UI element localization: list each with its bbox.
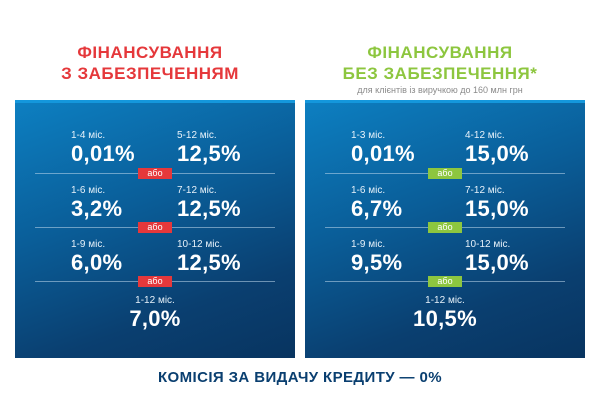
rate-value: 0,01% [351,141,415,166]
rate-cell: 1-9 міс. 6,0% [71,239,122,275]
rate-cell: 1-9 міс. 9,5% [351,239,402,275]
term-label: 10-12 міс. [465,239,511,250]
rate-value: 6,0% [71,250,123,275]
single-rate-cell: 1-12 міс. 10,5% [305,295,585,331]
rate-value: 6,7% [351,196,403,221]
rate-cell: 1-4 міс. 0,01% [71,130,135,166]
or-badge: або [428,168,462,179]
secured-title-line2: З ЗАБЕЗПЕЧЕННЯМ [61,64,239,83]
rate-value: 0,01% [71,141,135,166]
rate-value: 12,5% [177,196,241,221]
term-label: 4-12 міс. [465,130,505,141]
or-badge: або [138,222,172,233]
term-label: 1-12 міс. [135,295,175,306]
rate-cell: 7-12 міс. 12,5% [177,185,241,221]
rate-value: 15,0% [465,141,529,166]
term-label: 10-12 міс. [177,239,223,250]
rate-cell: 10-12 міс. 15,0% [465,239,529,275]
term-label: 1-3 міс. [351,130,386,141]
secured-rates-panel: 1-4 міс. 0,01% 5-12 міс. 12,5% або 1-6 м… [15,100,295,358]
secured-title-line1: ФІНАНСУВАННЯ [77,43,223,62]
single-rate-cell: 1-12 міс. 7,0% [15,295,295,331]
rate-value: 9,5% [351,250,403,275]
commission-footer: КОМІСІЯ ЗА ВИДАЧУ КРЕДИТУ — 0% [158,369,442,386]
term-label: 1-6 міс. [351,185,386,196]
term-label: 1-9 міс. [71,239,106,250]
rate-value: 3,2% [71,196,123,221]
unsecured-financing-title: ФІНАНСУВАННЯ БЕЗ ЗАБЕЗПЕЧЕННЯ* [300,42,580,84]
rate-cell: 10-12 міс. 12,5% [177,239,241,275]
rate-value: 10,5% [413,306,477,331]
rate-value: 15,0% [465,196,529,221]
rate-cell: 7-12 міс. 15,0% [465,185,529,221]
rate-cell: 5-12 міс. 12,5% [177,130,241,166]
unsecured-rates-panel: 1-3 міс. 0,01% 4-12 міс. 15,0% або 1-6 м… [305,100,585,358]
rate-value: 12,5% [177,141,241,166]
unsecured-title-line2: БЕЗ ЗАБЕЗПЕЧЕННЯ* [342,64,538,83]
term-label: 7-12 міс. [465,185,505,196]
rate-cell: 1-6 міс. 3,2% [71,185,122,221]
or-badge: або [138,168,172,179]
term-label: 1-6 міс. [71,185,106,196]
rate-cell: 1-6 міс. 6,7% [351,185,402,221]
term-label: 5-12 міс. [177,130,217,141]
or-badge: або [428,276,462,287]
rate-value: 15,0% [465,250,529,275]
or-badge: або [138,276,172,287]
term-label: 1-4 міс. [71,130,106,141]
term-label: 7-12 міс. [177,185,217,196]
term-label: 1-9 міс. [351,239,386,250]
rate-value: 7,0% [129,306,181,331]
rate-cell: 1-3 міс. 0,01% [351,130,415,166]
rate-value: 12,5% [177,250,241,275]
unsecured-note: для клієнтів із виручкою до 160 млн грн [357,85,523,95]
term-label: 1-12 міс. [425,295,465,306]
secured-financing-title: ФІНАНСУВАННЯ З ЗАБЕЗПЕЧЕННЯМ [20,42,280,84]
unsecured-title-line1: ФІНАНСУВАННЯ [367,43,513,62]
rate-cell: 4-12 міс. 15,0% [465,130,529,166]
or-badge: або [428,222,462,233]
